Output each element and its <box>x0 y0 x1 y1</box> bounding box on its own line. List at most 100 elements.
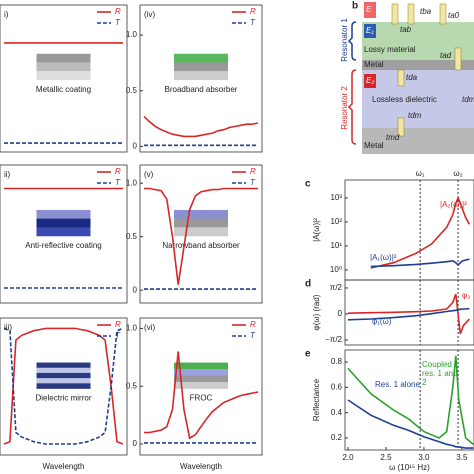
panel-label: (v) <box>144 170 154 179</box>
series-line <box>3 327 124 445</box>
panel-label: e <box>305 349 311 360</box>
plot-frame <box>344 279 474 346</box>
inset-layer <box>174 375 228 383</box>
inset-layer <box>36 218 91 228</box>
y-axis-label: |A(ω)|² <box>312 218 321 242</box>
inset-layer <box>174 369 228 376</box>
legend-label: R <box>250 7 256 16</box>
field-arrow <box>364 2 376 18</box>
reference-label: ω₁ <box>416 169 425 178</box>
y-tick-label: 0.5 <box>126 232 138 241</box>
legend-label: R <box>115 167 121 176</box>
inset-layer <box>36 53 91 63</box>
y-tick-label: 10² <box>330 217 342 226</box>
layer-label: Lossless dielectric <box>372 95 437 104</box>
inset-layer <box>174 71 228 81</box>
x-axis-label: ω (10¹⁵ Hz) <box>389 463 430 472</box>
x-tick-label: 3.5 <box>456 453 468 462</box>
y-tick-label: 1.0 <box>126 324 138 333</box>
y-tick-label: 0.5 <box>126 86 138 95</box>
plot-frame <box>139 4 263 153</box>
diagram-b: b Lossy material Metal Lossless dielectr… <box>340 1 474 154</box>
series-line <box>347 355 474 445</box>
coefficient: tdm <box>408 111 422 120</box>
legend-label: T <box>115 178 121 187</box>
x-axis-label: Wavelength <box>43 462 85 471</box>
y-tick-label: 0.4 <box>331 408 343 417</box>
panel-label: (vi) <box>144 323 155 332</box>
y-tick-label: 0.2 <box>331 433 343 442</box>
panel-label: c <box>305 179 311 190</box>
legend-label: R <box>250 167 256 176</box>
coefficient: tba <box>420 7 432 16</box>
inset-label: Broadband absorber <box>165 85 238 94</box>
y-tick-label: 1.0 <box>126 178 138 187</box>
plot-frame <box>344 349 474 451</box>
series-line <box>144 187 258 285</box>
layer-label: Metal <box>364 60 384 69</box>
coefficient: tab <box>400 25 412 34</box>
arrow <box>439 3 447 25</box>
bracket <box>347 21 357 61</box>
inset-layer <box>174 382 228 389</box>
legend-label: R <box>115 7 121 16</box>
x-axis-label: Wavelength <box>180 462 222 471</box>
coefficient: ta0 <box>448 11 460 20</box>
field-label: E₂ <box>366 76 374 85</box>
x-tick-label: 2.5 <box>380 453 392 462</box>
inset-label: Anti-reflective coating <box>25 241 101 250</box>
inset-label: Narrowband absorber <box>162 241 240 250</box>
y-axis-label: Reflectance <box>312 378 321 421</box>
coefficient: tad <box>440 51 452 60</box>
coefficient: tdm <box>462 95 474 104</box>
inset-layer <box>36 362 91 369</box>
series-line <box>347 293 470 335</box>
x-tick-label: 3.0 <box>418 453 430 462</box>
arrow <box>454 47 462 71</box>
inset-layer <box>174 209 228 219</box>
y-tick-label: 1.0 <box>126 30 138 39</box>
plot-frame <box>139 164 263 304</box>
inset-layer <box>174 62 228 72</box>
inset-layer <box>174 53 228 63</box>
layer-label: Lossy material <box>364 45 416 54</box>
inset-layer <box>36 227 91 237</box>
series-label: |A₂(ω)|² <box>440 200 467 209</box>
series-line <box>370 258 470 268</box>
inset-layer <box>174 218 228 228</box>
legend-label: R <box>250 320 256 329</box>
legend-label: T <box>250 178 256 187</box>
reference-label: ω₂ <box>453 169 462 178</box>
panel-label: d <box>305 279 311 290</box>
arrow <box>407 3 415 25</box>
inset-layer <box>36 209 91 219</box>
field-arrow <box>364 74 376 88</box>
panel-label: ii) <box>4 170 11 179</box>
panel-label: b <box>352 1 358 12</box>
inset-layer <box>36 372 91 379</box>
panel-label: i) <box>4 10 9 19</box>
y-tick-label: 10³ <box>330 193 342 202</box>
arrow <box>397 69 405 87</box>
y-tick-label: −π/2 <box>325 335 342 344</box>
arrow <box>397 117 405 137</box>
field-arrow <box>364 24 376 38</box>
layer <box>362 128 474 154</box>
bracket <box>347 69 357 145</box>
inset-label: FROC <box>190 394 213 403</box>
inset-layer <box>36 378 91 384</box>
series-label: Res. 1 alone <box>375 380 420 389</box>
series-line <box>3 327 124 445</box>
coefficient: tmd <box>386 133 400 142</box>
inset-layer <box>174 227 228 237</box>
layer-label: Metal <box>364 141 384 150</box>
coefficient: tda <box>406 73 418 82</box>
series-line <box>347 399 474 449</box>
series-label: φ₂ <box>462 291 470 300</box>
y-tick-label: 0.8 <box>331 357 343 366</box>
panel-label: (iv) <box>144 10 155 19</box>
series-label: |A₁(ω)|² <box>370 253 397 262</box>
coefficients: tba tab ta0 tad tda tdm tmd tdm <box>386 7 474 142</box>
